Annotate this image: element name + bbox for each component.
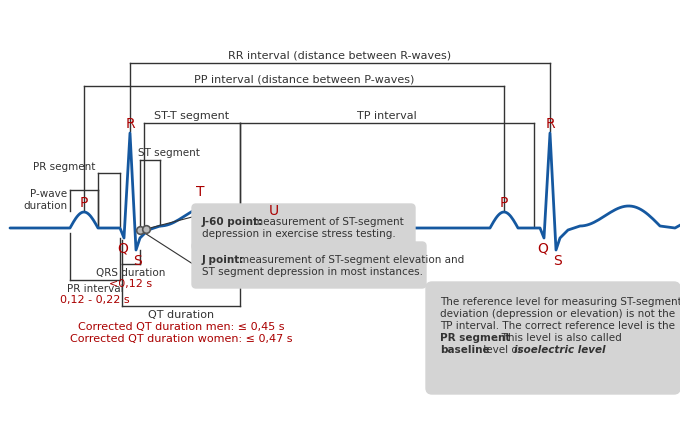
Text: P-wave
duration: P-wave duration <box>23 189 67 211</box>
Text: P: P <box>500 195 508 209</box>
Text: measurement of ST-segment elevation and: measurement of ST-segment elevation and <box>239 254 464 265</box>
Text: PP interval (distance between P-waves): PP interval (distance between P-waves) <box>194 74 414 84</box>
Text: isoelectric level: isoelectric level <box>514 344 605 354</box>
Text: Q: Q <box>118 241 129 255</box>
FancyBboxPatch shape <box>192 205 415 251</box>
Text: U: U <box>269 204 279 218</box>
Text: 0,12 - 0,22 s: 0,12 - 0,22 s <box>61 294 130 304</box>
Text: TP interval. The correct reference level is the: TP interval. The correct reference level… <box>440 320 675 330</box>
Text: PR segment: PR segment <box>440 332 511 342</box>
Text: level or: level or <box>480 344 526 354</box>
Text: P: P <box>80 195 88 209</box>
Text: RR interval (distance between R-waves): RR interval (distance between R-waves) <box>228 51 452 61</box>
Text: measurement of ST-segment: measurement of ST-segment <box>253 216 404 226</box>
Text: J-60 point:: J-60 point: <box>202 216 263 226</box>
Text: J point:: J point: <box>202 254 244 265</box>
Text: ST segment depression in most instances.: ST segment depression in most instances. <box>202 266 423 276</box>
Text: Corrected QT duration men: ≤ 0,45 s: Corrected QT duration men: ≤ 0,45 s <box>78 321 284 331</box>
FancyBboxPatch shape <box>192 243 426 288</box>
Text: PR segment: PR segment <box>33 162 95 172</box>
Text: Q: Q <box>538 241 549 255</box>
Text: baseline: baseline <box>440 344 490 354</box>
Text: ST-T segment: ST-T segment <box>154 111 230 121</box>
Text: PR interval: PR interval <box>67 283 123 293</box>
Text: . This level is also called: . This level is also called <box>495 332 625 342</box>
Text: ST segment: ST segment <box>138 148 200 158</box>
Text: TP interval: TP interval <box>357 111 417 121</box>
Text: S: S <box>553 254 562 267</box>
Text: deviation (depression or elevation) is not the: deviation (depression or elevation) is n… <box>440 308 675 318</box>
Text: QT duration: QT duration <box>148 309 214 319</box>
Text: depression in exercise stress testing.: depression in exercise stress testing. <box>202 229 396 238</box>
Text: The reference level for measuring ST-segment: The reference level for measuring ST-seg… <box>440 297 680 306</box>
FancyBboxPatch shape <box>426 283 680 394</box>
Text: <0,12 s: <0,12 s <box>109 279 152 288</box>
Text: R: R <box>125 117 135 131</box>
Text: R: R <box>545 117 555 131</box>
Text: S: S <box>133 254 141 267</box>
Text: Corrected QT duration women: ≤ 0,47 s: Corrected QT duration women: ≤ 0,47 s <box>70 333 292 343</box>
Text: QRS duration: QRS duration <box>97 267 166 277</box>
Text: T: T <box>196 184 204 198</box>
Text: .: . <box>585 344 588 354</box>
